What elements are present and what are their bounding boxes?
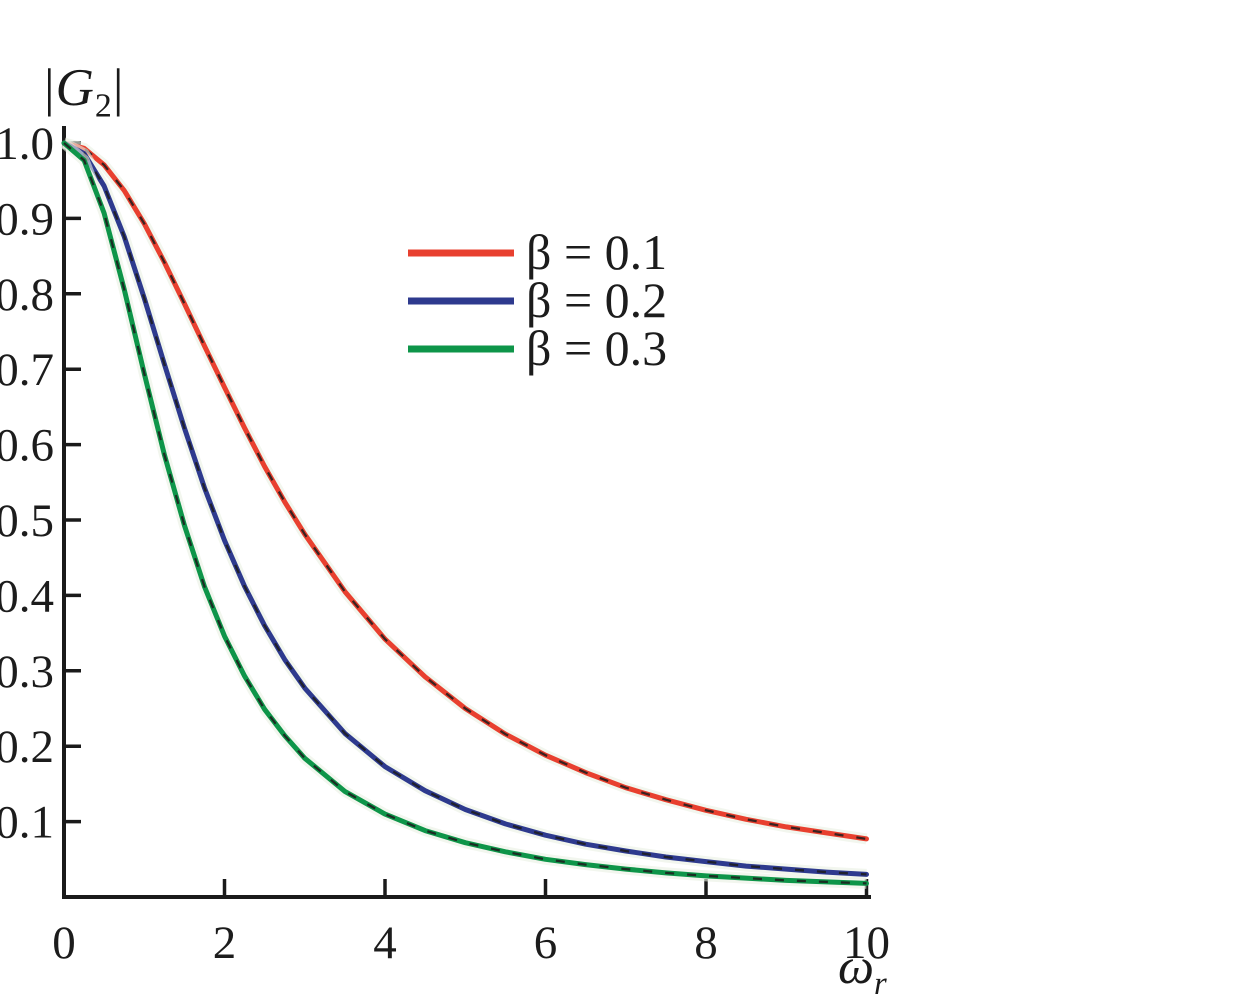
y-axis-label: |G2| <box>44 58 124 126</box>
y-tick-label: 0.8 <box>0 269 54 321</box>
ticks-group: 1.0 0.9 0.8 0.7 0.6 0.5 0.4 0.3 0.2 0.1 0 2 4 6 8 10 <box>0 118 890 969</box>
x-tick-label: 2 <box>213 917 237 969</box>
legend-label-2: β = 0.2 <box>526 272 667 328</box>
x-tick-label: 6 <box>534 917 558 969</box>
y-tick-label: 0.5 <box>0 495 54 547</box>
curve-dash-overlay-1 <box>63 141 867 841</box>
x-tick-label: 10 <box>843 917 890 969</box>
y-axis-label-bar-right: | <box>112 59 125 117</box>
y-tick-label: 0.1 <box>0 797 54 849</box>
x-tick-label: 8 <box>694 917 718 969</box>
legend-label-1: β = 0.1 <box>526 224 667 280</box>
y-tick-label: 0.3 <box>0 646 54 698</box>
axis-line <box>62 126 871 899</box>
x-tick-label: 0 <box>52 917 76 969</box>
x-axis-label: ωr <box>838 938 887 1003</box>
curve-dash-overlay-2 <box>63 141 867 876</box>
x-tick-label: 4 <box>373 917 397 969</box>
curve-halo-1 <box>62 137 868 845</box>
y-tick-label: 0.6 <box>0 420 54 472</box>
legend-label-3: β = 0.3 <box>526 320 667 376</box>
y-tick-label: 0.7 <box>0 344 54 396</box>
x-axis-label-subscript: r <box>874 966 887 1003</box>
y-tick-label: 1.0 <box>0 118 54 170</box>
y-tick-label: 0.4 <box>0 570 54 622</box>
curves-group <box>60 137 869 889</box>
curve-1 <box>61 140 869 842</box>
y-tick-label: 0.2 <box>0 721 54 773</box>
y-axis-label-subscript: 2 <box>94 87 113 125</box>
y-axis-label-symbol: G <box>55 59 95 117</box>
legend-group: β = 0.1β = 0.2β = 0.3 <box>408 224 667 376</box>
y-axis-label-bar-left: | <box>44 59 56 117</box>
x-axis-label-symbol: ω <box>838 939 875 995</box>
y-tick-label: 0.9 <box>0 193 54 245</box>
curve-dash-overlay-3 <box>63 142 867 885</box>
axes-group <box>62 126 871 899</box>
